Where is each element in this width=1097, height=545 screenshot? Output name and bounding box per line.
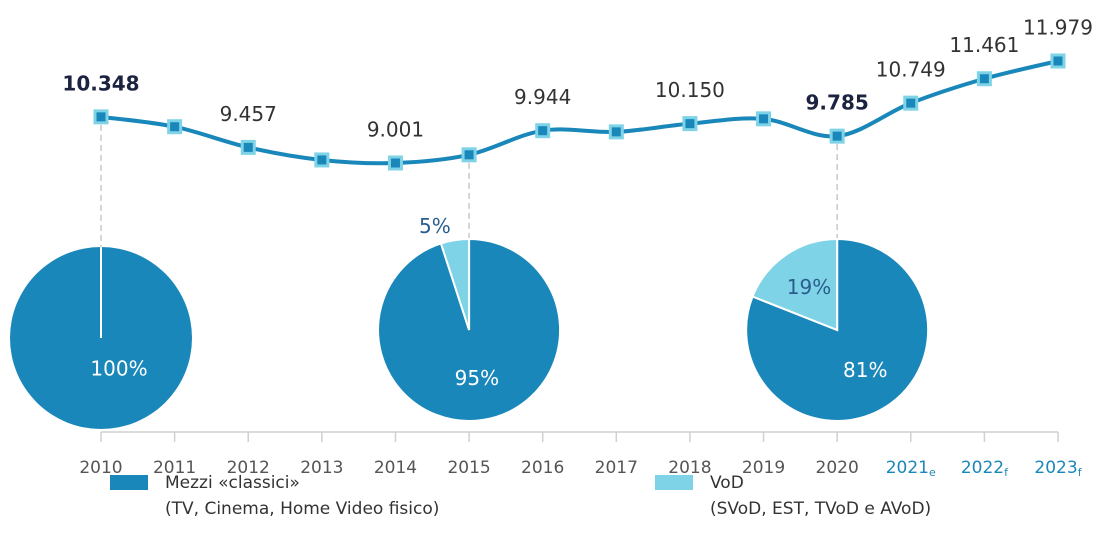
year: 2014 [374,458,417,478]
x-tick-label: 2014 [374,458,417,478]
pie-label: 100% [90,356,147,380]
pie-label: 5% [419,214,451,238]
point [756,111,772,127]
year: 2021 [886,458,929,478]
legend-label: VoD [710,473,744,493]
point [167,119,183,135]
point [829,128,845,144]
x-tick-label: 2013 [300,458,343,478]
year-note: e [929,466,936,479]
value-label: 10.150 [655,78,725,102]
year: 2016 [521,458,564,478]
value-label: 11.461 [949,33,1019,57]
point [608,124,624,140]
year: 2022 [961,458,1004,478]
value-label: 10.348 [62,71,139,95]
year: 2017 [595,458,638,478]
year: 2013 [300,458,343,478]
point [682,116,698,132]
year: 2011 [153,458,196,478]
x-tick-label: 2011 [153,458,196,478]
point [93,109,109,125]
year-note: f [1004,466,1009,479]
value-label: 9.457 [220,102,277,126]
pie-slice [439,237,471,331]
point [314,152,330,168]
x-tick-label: 2020 [816,458,859,478]
legend-swatch [110,475,148,490]
x-tick-label: 2015 [447,458,490,478]
x-tick-label: 2010 [79,458,122,478]
legend-note: (SVoD, EST, TVoD e AVoD) [710,499,931,519]
value-label: 9.785 [806,91,869,115]
year: 2012 [227,458,270,478]
x-tick-label: 2023f [1034,458,1082,479]
value-label: 9.001 [367,118,424,142]
point [461,147,477,163]
pie-label: 81% [843,358,887,382]
pie-label: 95% [455,366,499,390]
point [976,71,992,87]
x-tick-label: 2017 [595,458,638,478]
x-tick-label: 2019 [742,458,785,478]
point [1050,53,1066,69]
x-tick-label: 2012 [227,458,270,478]
x-tick-label: 2016 [521,458,564,478]
x-tick-label: 2018 [668,458,711,478]
point [903,95,919,111]
value-label: 11.979 [1023,16,1093,40]
x-tick-label: 2021e [886,458,936,479]
pie-slice [751,237,839,332]
year-note: f [1078,466,1083,479]
legend-label: Mezzi «classici» [165,473,300,493]
point [535,123,551,139]
year: 2010 [79,458,122,478]
pie-label: 19% [787,275,831,299]
point [240,139,256,155]
point [387,155,403,171]
year: 2019 [742,458,785,478]
legend-note: (TV, Cinema, Home Video fisico) [165,499,439,519]
x-tick-label: 2022f [961,458,1009,479]
value-label: 9.944 [514,85,571,109]
legend-swatch [655,475,693,490]
year: 2020 [816,458,859,478]
year: 2018 [668,458,711,478]
year: 2015 [447,458,490,478]
value-label: 10.749 [876,58,946,82]
year: 2023 [1034,458,1077,478]
